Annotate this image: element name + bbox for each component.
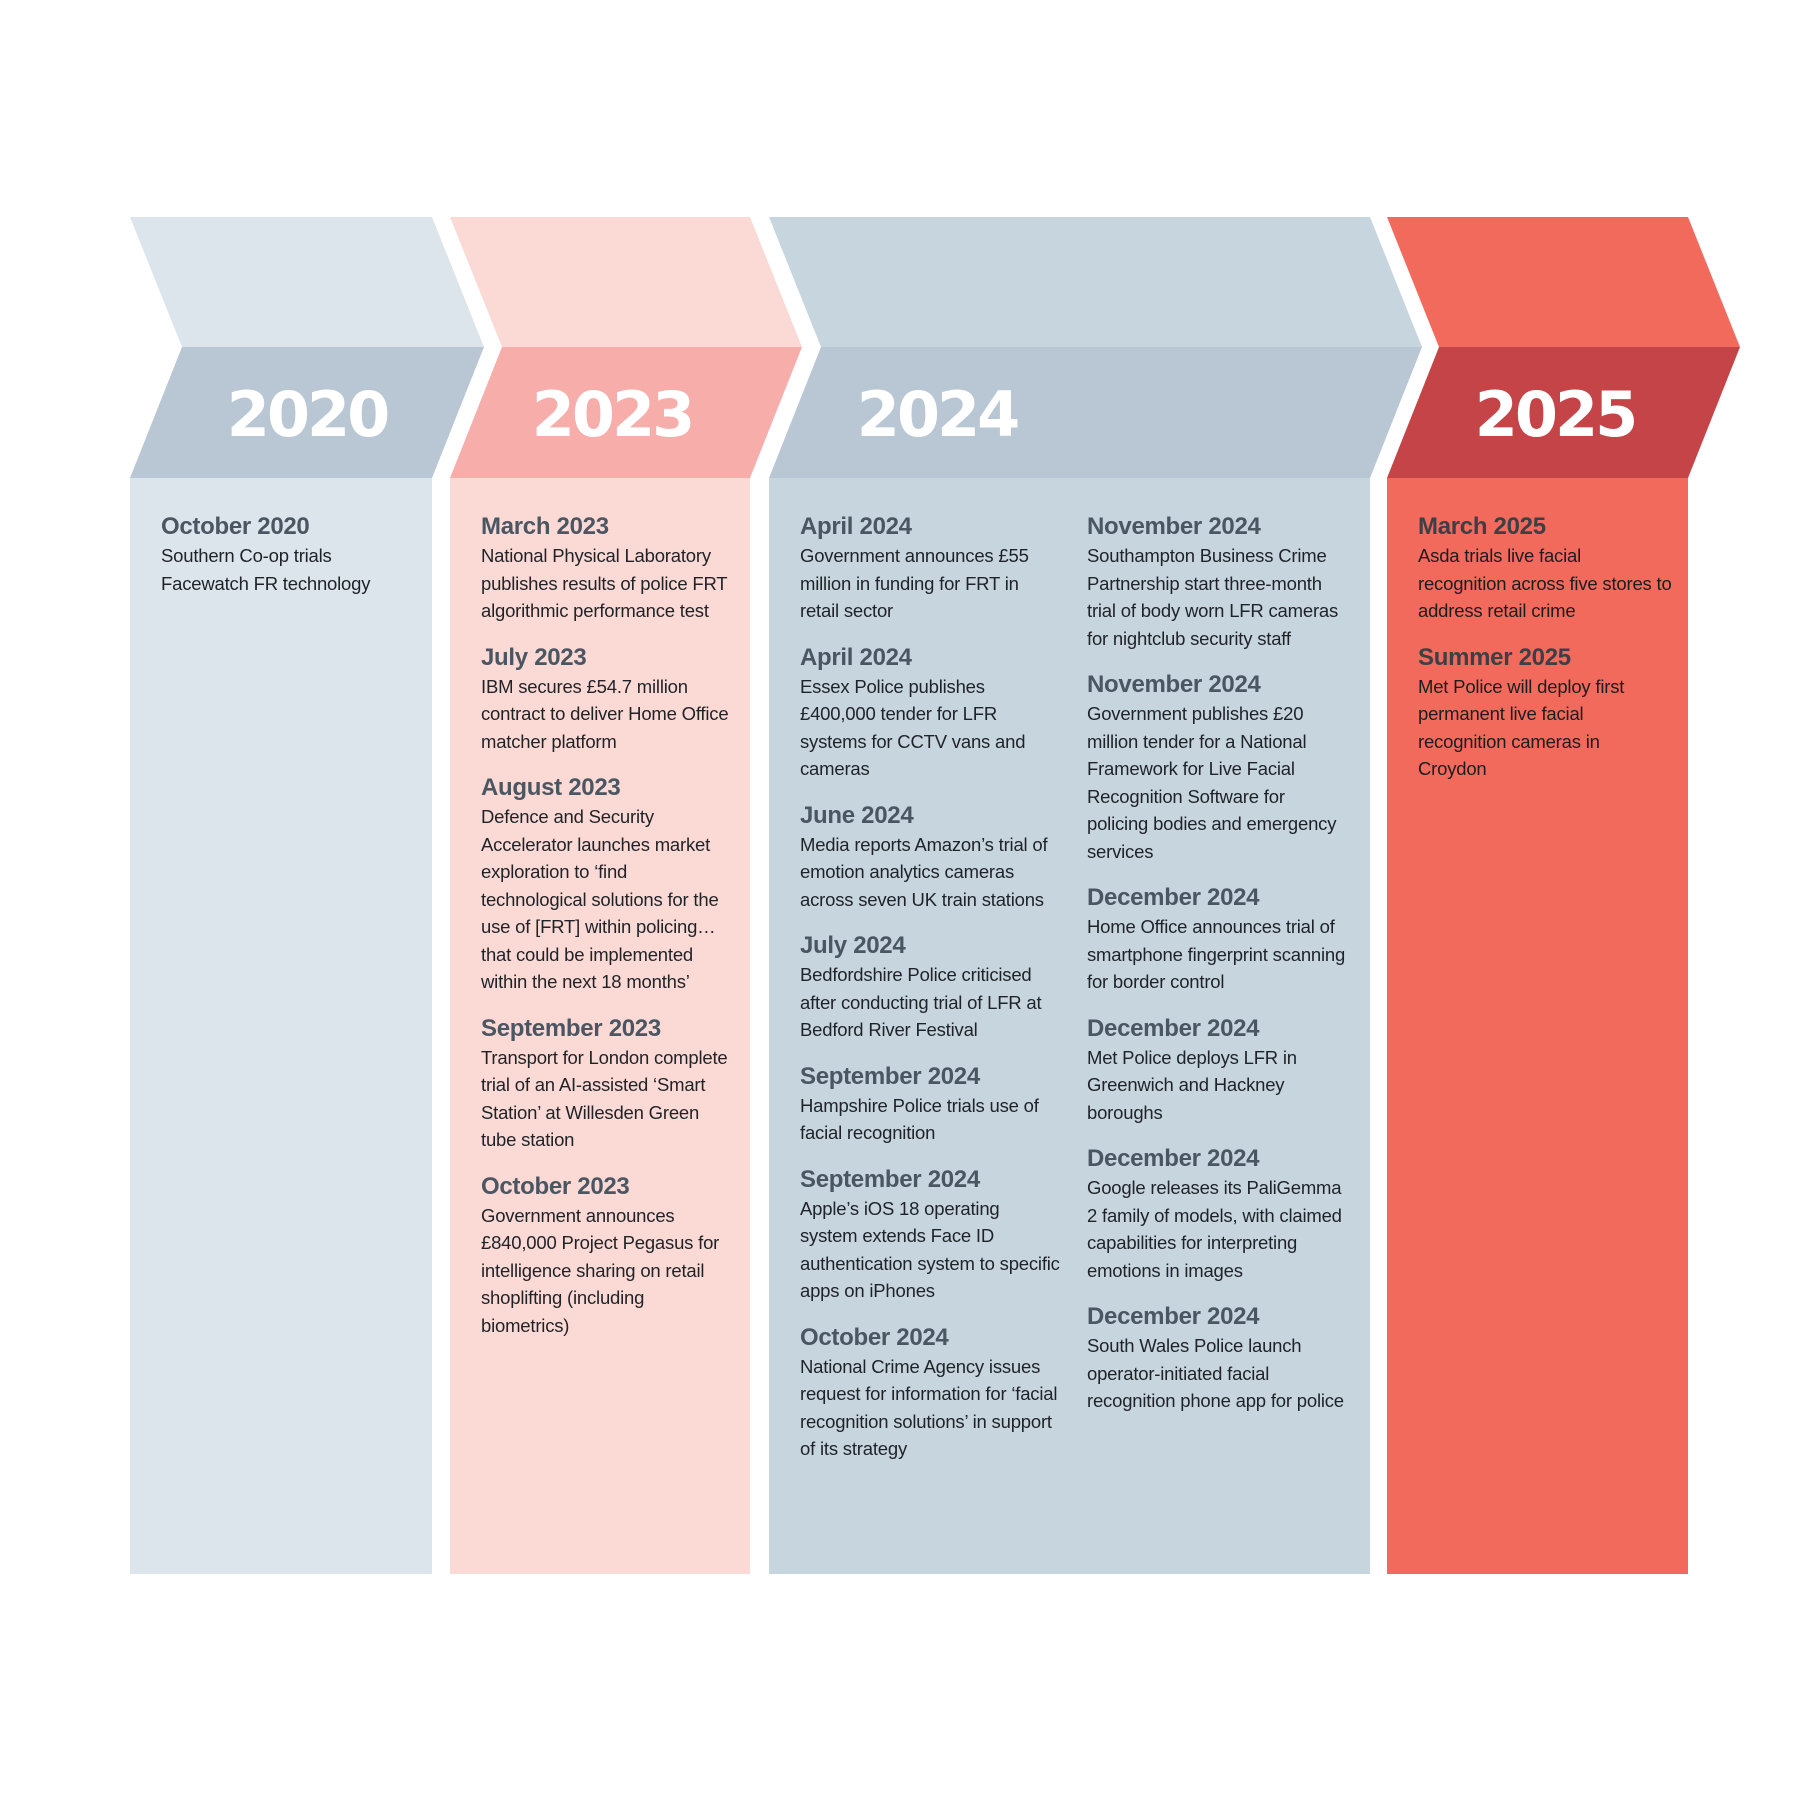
event-date: October 2024 xyxy=(800,1323,949,1351)
event-description: Government announces £840,000 Project Pe… xyxy=(481,1204,720,1336)
event-description: Transport for London complete trial of a… xyxy=(481,1046,728,1151)
events-2024-left: April 2024 Government announces £55 milli… xyxy=(800,512,1060,1481)
timeline-event: March 2023 National Physical Laboratory p… xyxy=(481,512,731,625)
event-date: December 2024 xyxy=(1087,1014,1260,1042)
event-date: September 2024 xyxy=(800,1165,980,1193)
event-date: September 2024 xyxy=(800,1062,980,1090)
timeline-event: December 2024 South Wales Police launch o… xyxy=(1087,1302,1347,1415)
events-2025: March 2025 Asda trials live facial recogn… xyxy=(1418,512,1673,801)
events-2024-right: November 2024 Southampton Business Crime … xyxy=(1087,512,1347,1433)
chevron-2025-top xyxy=(1387,217,1740,347)
timeline-event: July 2024 Bedfordshire Police criticised … xyxy=(800,931,1060,1044)
chevron-2020-top xyxy=(130,217,484,347)
event-date: March 2025 xyxy=(1418,513,1546,540)
events-2023: March 2023 National Physical Laboratory p… xyxy=(481,512,731,1357)
chevron-2023-band xyxy=(450,347,802,478)
event-date: July 2023 xyxy=(481,643,587,671)
event-date: December 2024 xyxy=(1087,1303,1260,1330)
timeline-event: September 2024 Hampshire Police trials us… xyxy=(800,1062,1060,1147)
event-date: March 2023 xyxy=(481,513,609,540)
event-description: Hampshire Police trials use of facial re… xyxy=(800,1094,1039,1144)
chevron-2024-band xyxy=(769,347,1422,478)
column-2020-body xyxy=(130,478,432,1574)
event-description: Defence and Security Accelerator launche… xyxy=(481,806,719,992)
chevron-2020-band xyxy=(130,347,484,478)
chevron-2023-top xyxy=(450,217,802,347)
timeline-event: April 2024 Essex Police publishes £400,00… xyxy=(800,643,1060,783)
event-date: April 2024 xyxy=(800,513,912,540)
event-date: August 2023 xyxy=(481,774,621,801)
timeline-event: March 2025 Asda trials live facial recogn… xyxy=(1418,512,1673,625)
event-description: National Physical Laboratory publishes r… xyxy=(481,545,728,621)
event-description: IBM secures £54.7 million contract to de… xyxy=(481,675,729,752)
event-date: October 2023 xyxy=(481,1172,630,1200)
event-description: Google releases its PaliGemma 2 family o… xyxy=(1087,1177,1342,1281)
timeline-event: July 2023 IBM secures £54.7 million contr… xyxy=(481,643,731,756)
chevron-2025-band xyxy=(1387,347,1740,478)
event-description: National Crime Agency issues request for… xyxy=(800,1355,1058,1460)
timeline-event: September 2024 Apple’s iOS 18 operating s… xyxy=(800,1165,1060,1305)
event-date: October 2020 xyxy=(161,513,310,540)
timeline-event: October 2023 Government announces £840,00… xyxy=(481,1172,731,1340)
timeline-event: September 2023 Transport for London compl… xyxy=(481,1014,731,1154)
event-description: Essex Police publishes £400,000 tender f… xyxy=(800,675,1026,780)
event-date: December 2024 xyxy=(1087,884,1260,911)
event-date: Summer 2025 xyxy=(1418,643,1571,671)
event-description: Asda trials live facial recognition acro… xyxy=(1418,545,1672,621)
event-date: September 2023 xyxy=(481,1014,661,1042)
event-date: November 2024 xyxy=(1087,671,1261,698)
event-description: Met Police will deploy first permanent l… xyxy=(1418,675,1625,780)
event-description: Government publishes £20 million tender … xyxy=(1087,703,1337,862)
event-date: December 2024 xyxy=(1087,1145,1260,1172)
event-description: Home Office announces trial of smartphon… xyxy=(1087,916,1346,992)
event-description: Met Police deploys LFR in Greenwich and … xyxy=(1087,1046,1297,1123)
event-date: April 2024 xyxy=(800,643,912,671)
event-description: Southern Co-op trials Facewatch FR techn… xyxy=(161,545,371,594)
year-label-2020: 2020 xyxy=(226,378,391,451)
event-description: Southampton Business Crime Partnership s… xyxy=(1087,545,1339,649)
timeline-event: December 2024 Met Police deploys LFR in G… xyxy=(1087,1014,1347,1127)
event-description: South Wales Police launch operator-initi… xyxy=(1087,1335,1344,1411)
year-label-2024: 2024 xyxy=(856,378,1021,451)
timeline-event: December 2024 Google releases its PaliGem… xyxy=(1087,1144,1347,1284)
year-label-2025: 2025 xyxy=(1474,378,1639,451)
timeline-event: Summer 2025 Met Police will deploy first … xyxy=(1418,643,1673,783)
timeline-event: June 2024 Media reports Amazon’s trial of… xyxy=(800,801,1060,914)
event-date: June 2024 xyxy=(800,801,914,829)
timeline-event: December 2024 Home Office announces trial… xyxy=(1087,883,1347,996)
timeline-event: October 2024 National Crime Agency issues… xyxy=(800,1323,1060,1463)
events-2020: October 2020 Southern Co-op trials Facewa… xyxy=(161,512,416,615)
timeline-event: November 2024 Southampton Business Crime … xyxy=(1087,512,1347,652)
event-description: Apple’s iOS 18 operating system extends … xyxy=(800,1197,1060,1302)
timeline-event: April 2024 Government announces £55 milli… xyxy=(800,512,1060,625)
timeline-event: October 2020 Southern Co-op trials Facewa… xyxy=(161,512,416,597)
column-2024-body xyxy=(769,478,1370,1574)
event-date: November 2024 xyxy=(1087,513,1261,540)
column-2023-body xyxy=(450,478,750,1574)
event-description: Media reports Amazon’s trial of emotion … xyxy=(800,833,1048,910)
chevron-2024-top xyxy=(769,217,1422,347)
event-description: Bedfordshire Police criticised after con… xyxy=(800,964,1042,1040)
event-description: Government announces £55 million in fund… xyxy=(800,545,1029,621)
year-label-2023: 2023 xyxy=(531,378,696,451)
event-date: July 2024 xyxy=(800,932,906,959)
timeline-event: August 2023 Defence and Security Accelera… xyxy=(481,773,731,996)
column-2025-body xyxy=(1387,478,1688,1574)
timeline-event: November 2024 Government publishes £20 mi… xyxy=(1087,670,1347,865)
